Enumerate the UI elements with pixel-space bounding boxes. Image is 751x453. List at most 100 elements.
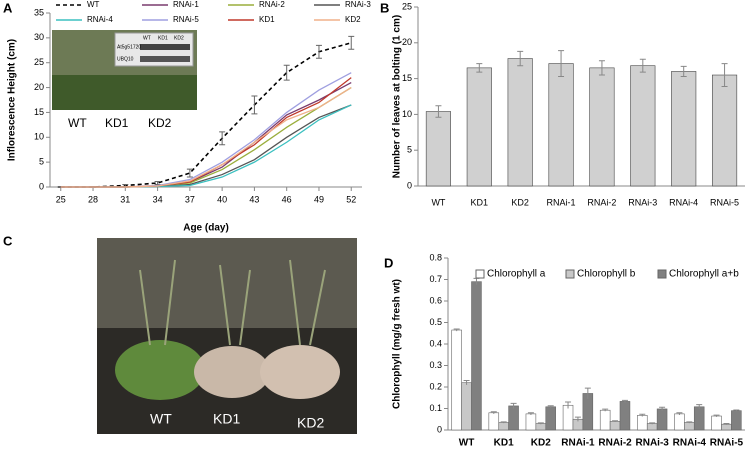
bar bbox=[471, 281, 482, 431]
error-bar bbox=[680, 65, 687, 77]
x-tick-label: 52 bbox=[346, 194, 356, 204]
x-tick-label: 40 bbox=[217, 194, 227, 204]
gel-row: At5g51720 bbox=[117, 44, 141, 50]
y-tick-label: 15 bbox=[402, 73, 412, 83]
error-bar bbox=[696, 404, 703, 409]
bar bbox=[425, 111, 451, 187]
gel-lane: KD1 bbox=[158, 35, 168, 41]
inset-photo: WT KD1 KD2 At5g51720 UBQ10 WT KD1 KD2 bbox=[52, 30, 197, 138]
x-tick-label: 25 bbox=[56, 194, 66, 204]
y-tick-label: 0.8 bbox=[429, 252, 442, 262]
error-bar bbox=[649, 422, 656, 425]
plant-label: KD1 bbox=[213, 411, 240, 427]
y-tick-label: 10 bbox=[402, 109, 412, 119]
y-tick-label: 5 bbox=[39, 157, 44, 167]
legend-label: RNAi-3 bbox=[345, 0, 371, 9]
bar bbox=[684, 422, 695, 431]
legend-label: WT bbox=[87, 0, 100, 9]
bar bbox=[582, 393, 594, 431]
y-tick-label: 0.2 bbox=[429, 381, 442, 391]
x-tick-label: 37 bbox=[185, 194, 195, 204]
error-bar bbox=[283, 64, 290, 81]
panel-label: A bbox=[3, 0, 13, 15]
error-bar bbox=[463, 380, 470, 385]
y-tick-label: 0.5 bbox=[429, 317, 442, 327]
legend-label: Chlorophyll a bbox=[487, 269, 546, 280]
bar bbox=[535, 423, 547, 431]
x-tick-label: RNAi-5 bbox=[710, 197, 739, 207]
y-tick-label: 35 bbox=[34, 7, 44, 17]
error-bar bbox=[517, 50, 524, 67]
y-tick-label: 0.6 bbox=[429, 295, 442, 305]
error-bar bbox=[659, 406, 666, 411]
bar bbox=[599, 409, 611, 431]
x-tick-label: RNAi-2 bbox=[598, 438, 632, 449]
x-tick-label: RNAi-3 bbox=[636, 438, 670, 449]
error-bar bbox=[574, 416, 581, 422]
error-bar bbox=[251, 95, 258, 115]
y-tick-label: 15 bbox=[34, 107, 44, 117]
bar bbox=[461, 382, 472, 431]
inset-label: WT bbox=[68, 116, 87, 130]
y-tick-label: 0.3 bbox=[429, 360, 442, 370]
bar bbox=[609, 421, 621, 431]
x-tick-label: RNAi-2 bbox=[587, 197, 616, 207]
error-bar bbox=[476, 63, 483, 73]
bar bbox=[562, 404, 574, 431]
gel-lane: WT bbox=[143, 35, 151, 41]
bar bbox=[731, 410, 742, 431]
x-tick-label: WT bbox=[459, 438, 475, 449]
error-bar bbox=[348, 35, 355, 50]
error-bar bbox=[537, 422, 544, 425]
inset-label: KD1 bbox=[105, 116, 129, 130]
line bbox=[60, 42, 352, 188]
line bbox=[60, 87, 352, 188]
error-bar bbox=[510, 402, 517, 409]
x-tick-label: WT bbox=[431, 197, 445, 207]
error-bar bbox=[186, 168, 193, 178]
error-bar bbox=[721, 63, 728, 87]
y-tick-label: 0 bbox=[407, 180, 412, 190]
error-bar bbox=[598, 60, 605, 76]
bar bbox=[656, 408, 668, 431]
bar bbox=[498, 422, 509, 431]
y-tick-label: 10 bbox=[34, 132, 44, 142]
legend-label: KD1 bbox=[259, 15, 275, 24]
error-bar bbox=[723, 423, 730, 425]
bar bbox=[589, 67, 615, 187]
error-bar bbox=[612, 420, 619, 423]
bar bbox=[508, 405, 519, 431]
error-bar bbox=[621, 399, 628, 403]
x-tick-label: RNAi-4 bbox=[673, 438, 707, 449]
error-bar bbox=[733, 409, 740, 412]
y-tick-label: 30 bbox=[34, 32, 44, 42]
bar bbox=[466, 67, 492, 187]
x-tick-label: RNAi-1 bbox=[547, 197, 576, 207]
error-bar bbox=[713, 414, 720, 417]
bar bbox=[646, 423, 658, 431]
panel-label: D bbox=[384, 255, 393, 270]
y-tick-label: 0.4 bbox=[429, 338, 442, 348]
error-bar bbox=[490, 411, 497, 414]
y-axis-label: Inflorescence Height (cm) bbox=[7, 39, 18, 161]
y-tick-label: 5 bbox=[407, 145, 412, 155]
plant-label: KD2 bbox=[297, 415, 324, 431]
inset-label: KD2 bbox=[148, 116, 172, 130]
legend-label: RNAi-4 bbox=[87, 15, 113, 24]
bar bbox=[721, 423, 732, 431]
y-axis-label: Number of leaves at bolting (1 cm) bbox=[392, 15, 403, 178]
gel-row: UBQ10 bbox=[117, 56, 134, 62]
legend-swatch bbox=[565, 269, 575, 279]
legend-label: RNAi-2 bbox=[259, 0, 285, 9]
bar bbox=[693, 406, 705, 431]
x-tick-label: 46 bbox=[282, 194, 292, 204]
y-tick-label: 0.7 bbox=[429, 274, 442, 284]
error-bar bbox=[639, 58, 646, 73]
bar bbox=[671, 71, 697, 187]
y-tick-label: 25 bbox=[34, 57, 44, 67]
bar bbox=[488, 412, 500, 431]
bar bbox=[630, 65, 656, 187]
error-bar bbox=[219, 131, 226, 146]
error-bar bbox=[584, 387, 591, 399]
